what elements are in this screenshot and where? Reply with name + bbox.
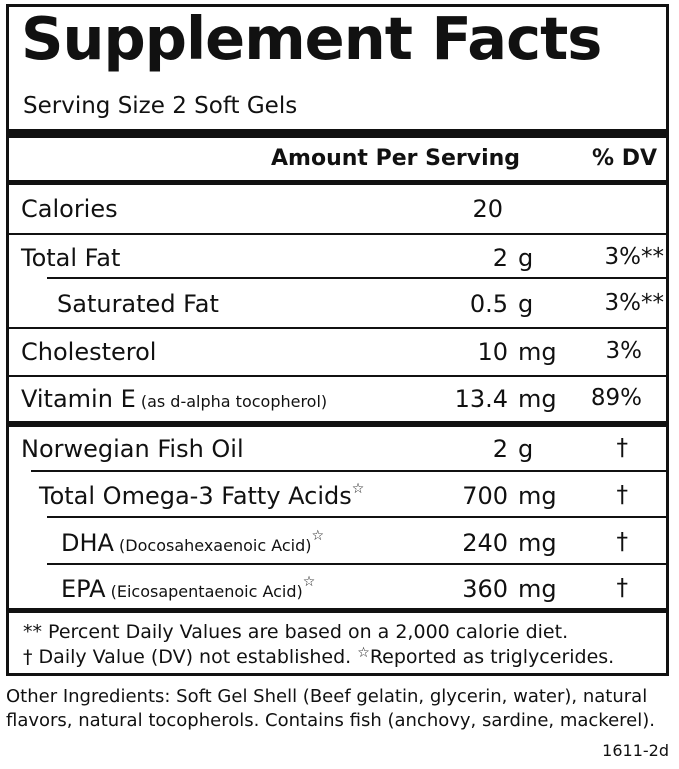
total-fat-amount: 2 <box>492 244 508 272</box>
dha-dv: † <box>616 529 629 555</box>
thick-divider-middle <box>9 421 666 427</box>
divider <box>47 277 666 279</box>
dha-label: DHA <box>61 529 114 557</box>
vitamin-e-source: (as d-alpha tocopherol) <box>140 392 328 411</box>
total-fat-dv: 3%** <box>604 244 665 270</box>
fish-oil-unit: g <box>518 435 534 463</box>
saturated-fat-label: Saturated Fat <box>57 290 219 318</box>
star-icon: ☆ <box>302 574 316 590</box>
vitamin-e-amount: 13.4 <box>454 385 508 413</box>
fish-oil-amount: 2 <box>492 435 508 463</box>
divider <box>9 375 666 377</box>
saturated-fat-unit: g <box>518 290 534 318</box>
epa-fullname: (Eicosapentaenoic Acid) <box>110 582 303 601</box>
star-icon: ☆ <box>357 645 370 661</box>
star-icon: ☆ <box>311 528 325 544</box>
epa-name: EPA (Eicosapentaenoic Acid)☆ <box>61 574 316 603</box>
header-amount-per-serving: Amount Per Serving <box>271 146 521 171</box>
divider <box>31 470 666 472</box>
footnote-dagger-text: † Daily Value (DV) not established. <box>23 646 352 668</box>
epa-amount: 360 <box>462 575 508 603</box>
dha-name: DHA (Docosahexaenoic Acid)☆ <box>61 528 325 557</box>
dha-amount: 240 <box>462 529 508 557</box>
panel-title: Supplement Facts <box>21 4 602 73</box>
fish-oil-label: Norwegian Fish Oil <box>21 435 244 463</box>
saturated-fat-amount: 0.5 <box>469 290 508 318</box>
cholesterol-amount: 10 <box>477 338 508 366</box>
dha-unit: mg <box>518 529 557 557</box>
product-code: 1611-2d <box>602 741 669 760</box>
total-fat-unit: g <box>518 244 534 272</box>
footnote-percent-dv: ** Percent Daily Values are based on a 2… <box>23 621 569 643</box>
footnote-dv-not-established: † Daily Value (DV) not established. ☆Rep… <box>23 645 615 668</box>
other-ingredients: Other Ingredients: Soft Gel Shell (Beef … <box>6 686 655 731</box>
vitamin-e-unit: mg <box>518 385 557 413</box>
footnote-triglycerides-text: Reported as triglycerides. <box>369 646 615 668</box>
vitamin-e-label: Vitamin E <box>21 385 136 413</box>
omega3-unit: mg <box>518 482 557 510</box>
cholesterol-unit: mg <box>518 338 557 366</box>
calories-label: Calories <box>21 195 118 223</box>
thick-divider-top <box>9 129 666 138</box>
divider <box>9 327 666 329</box>
omega3-dv: † <box>616 482 629 508</box>
header-percent-dv: % DV <box>592 146 657 171</box>
saturated-fat-dv: 3%** <box>604 290 665 316</box>
epa-unit: mg <box>518 575 557 603</box>
thick-divider-header <box>9 180 666 185</box>
divider <box>47 563 666 565</box>
vitamin-e-dv: 89% <box>590 385 642 411</box>
serving-size: Serving Size 2 Soft Gels <box>23 93 298 119</box>
cholesterol-dv: 3% <box>605 338 643 364</box>
thick-divider-bottom <box>9 608 666 613</box>
epa-label: EPA <box>61 575 106 603</box>
vitamin-e-name: Vitamin E (as d-alpha tocopherol) <box>21 387 327 411</box>
cholesterol-label: Cholesterol <box>21 338 157 366</box>
epa-dv: † <box>616 575 629 601</box>
star-icon: ☆ <box>351 481 365 497</box>
divider <box>47 516 666 518</box>
fish-oil-dv: † <box>616 435 629 461</box>
supplement-facts-panel: Supplement Facts Serving Size 2 Soft Gel… <box>6 4 669 676</box>
omega3-label: Total Omega-3 Fatty Acids <box>39 482 352 510</box>
total-fat-label: Total Fat <box>21 244 121 272</box>
divider <box>9 233 666 235</box>
calories-amount: 20 <box>472 195 503 223</box>
dha-fullname: (Docosahexaenoic Acid) <box>119 536 312 555</box>
omega3-name: Total Omega-3 Fatty Acids☆ <box>39 481 365 510</box>
omega3-amount: 700 <box>462 482 508 510</box>
